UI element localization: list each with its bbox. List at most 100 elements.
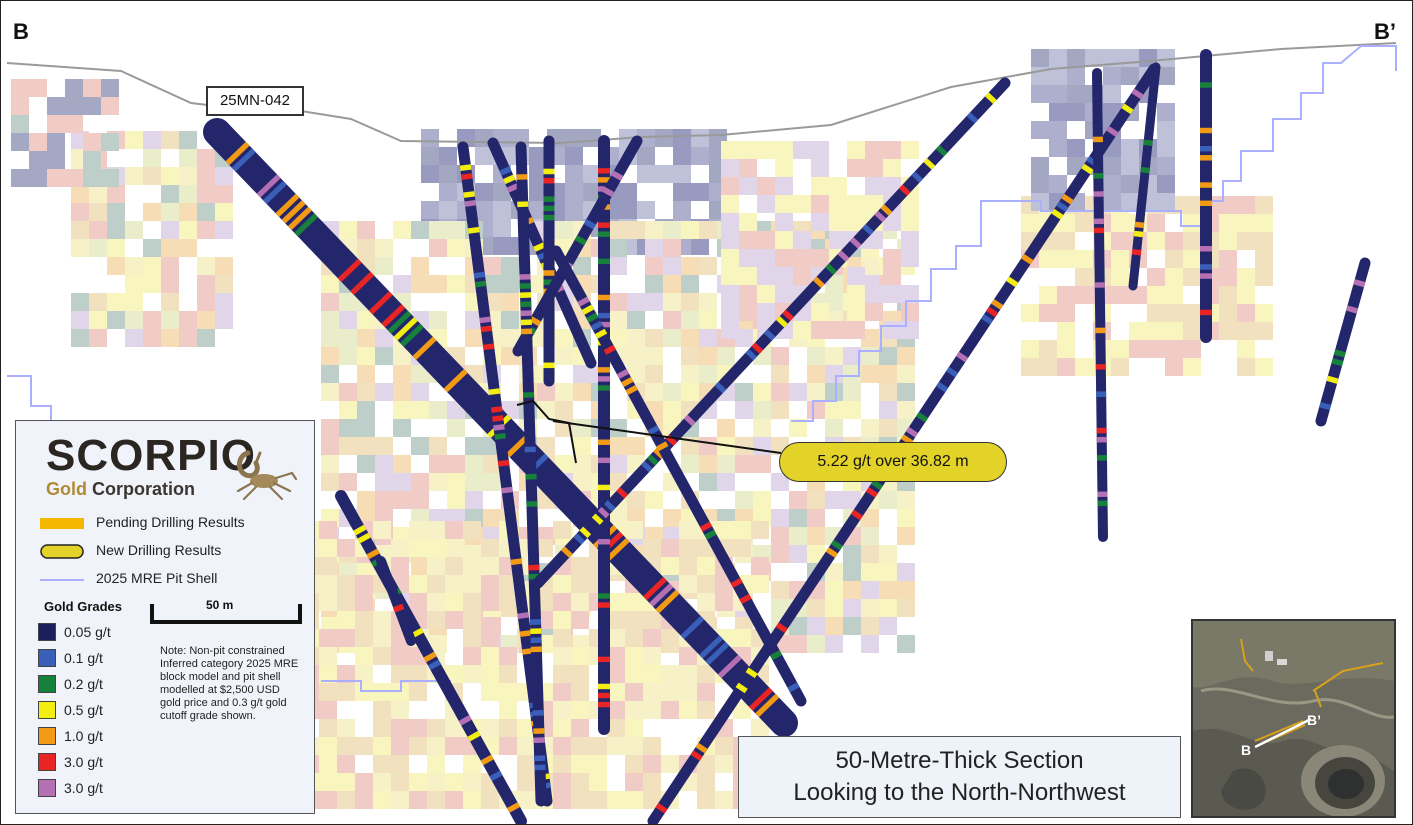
model-block bbox=[753, 383, 771, 401]
model-block bbox=[865, 303, 883, 321]
model-block bbox=[357, 401, 375, 419]
model-block bbox=[143, 131, 161, 149]
model-block bbox=[445, 575, 463, 593]
model-block bbox=[375, 239, 393, 257]
model-block bbox=[375, 383, 393, 401]
model-block bbox=[843, 491, 861, 509]
model-block bbox=[107, 311, 125, 329]
grade-interval bbox=[748, 687, 773, 711]
grade-interval bbox=[1353, 279, 1366, 288]
model-block bbox=[681, 275, 699, 293]
grade-interval bbox=[503, 174, 516, 185]
model-block bbox=[717, 473, 735, 491]
model-block bbox=[1183, 358, 1201, 376]
model-block bbox=[339, 473, 357, 491]
model-block bbox=[483, 257, 501, 275]
grade-interval bbox=[699, 521, 713, 532]
grade-interval bbox=[490, 406, 503, 413]
model-block bbox=[1157, 139, 1175, 157]
model-block bbox=[357, 455, 375, 473]
model-block bbox=[197, 275, 215, 293]
model-block bbox=[411, 401, 429, 419]
grade-interval bbox=[337, 258, 362, 282]
model-block bbox=[555, 401, 573, 419]
model-block bbox=[1075, 286, 1093, 304]
grade-interval bbox=[591, 513, 604, 525]
model-block bbox=[101, 133, 119, 151]
company-logo-text: SCORPIO bbox=[46, 431, 256, 480]
model-block bbox=[29, 79, 47, 97]
grade-interval bbox=[714, 381, 727, 394]
model-block bbox=[571, 791, 589, 809]
model-block bbox=[179, 149, 197, 167]
model-block bbox=[197, 203, 215, 221]
model-block bbox=[339, 347, 357, 365]
model-block bbox=[883, 285, 901, 303]
model-block bbox=[1147, 268, 1165, 286]
model-block bbox=[215, 257, 233, 275]
model-block bbox=[445, 557, 463, 575]
drill-hole bbox=[532, 77, 1011, 589]
model-block bbox=[391, 719, 409, 737]
model-block bbox=[829, 177, 847, 195]
model-block bbox=[897, 347, 915, 365]
model-block bbox=[811, 213, 829, 231]
model-block bbox=[1049, 85, 1067, 103]
model-block bbox=[465, 455, 483, 473]
grade-interval bbox=[463, 191, 475, 198]
grade-interval bbox=[459, 164, 472, 171]
model-block bbox=[101, 97, 119, 115]
model-block bbox=[391, 647, 409, 665]
model-block bbox=[89, 203, 107, 221]
model-block bbox=[555, 383, 573, 401]
model-block bbox=[447, 275, 465, 293]
grade-interval bbox=[262, 180, 287, 205]
model-block bbox=[447, 455, 465, 473]
model-block bbox=[771, 527, 789, 545]
model-block bbox=[807, 491, 825, 509]
model-block bbox=[739, 141, 757, 159]
model-block bbox=[499, 575, 517, 593]
grade-interval bbox=[467, 226, 480, 234]
model-block bbox=[427, 575, 445, 593]
grade-interval bbox=[506, 183, 520, 193]
model-block bbox=[319, 521, 337, 539]
model-block bbox=[735, 455, 753, 473]
model-block bbox=[357, 221, 375, 239]
model-block bbox=[645, 275, 663, 293]
model-block bbox=[1021, 358, 1039, 376]
model-block bbox=[847, 285, 865, 303]
model-block bbox=[337, 719, 355, 737]
pit-shell-swatch bbox=[40, 579, 84, 581]
model-block bbox=[897, 635, 915, 653]
model-block bbox=[409, 539, 427, 557]
grade-interval bbox=[561, 546, 573, 558]
model-block bbox=[807, 599, 825, 617]
model-block bbox=[661, 701, 679, 719]
model-block bbox=[751, 557, 769, 575]
model-block bbox=[661, 755, 679, 773]
model-block bbox=[637, 147, 655, 165]
model-block bbox=[89, 311, 107, 329]
model-block bbox=[825, 491, 843, 509]
model-block bbox=[391, 539, 409, 557]
model-block bbox=[483, 455, 501, 473]
grade-swatch bbox=[38, 779, 56, 797]
grade-interval bbox=[717, 654, 742, 679]
model-block bbox=[493, 237, 511, 255]
model-block bbox=[807, 401, 825, 419]
model-block bbox=[733, 701, 751, 719]
model-block bbox=[107, 203, 125, 221]
model-block bbox=[861, 581, 879, 599]
model-block bbox=[753, 491, 771, 509]
model-block bbox=[843, 365, 861, 383]
model-block bbox=[373, 773, 391, 791]
grade-interval bbox=[655, 802, 668, 814]
model-block bbox=[679, 701, 697, 719]
model-block bbox=[883, 249, 901, 267]
model-block bbox=[429, 473, 447, 491]
grade-interval bbox=[494, 432, 506, 440]
model-block bbox=[445, 737, 463, 755]
model-block bbox=[89, 239, 107, 257]
model-block bbox=[681, 455, 699, 473]
